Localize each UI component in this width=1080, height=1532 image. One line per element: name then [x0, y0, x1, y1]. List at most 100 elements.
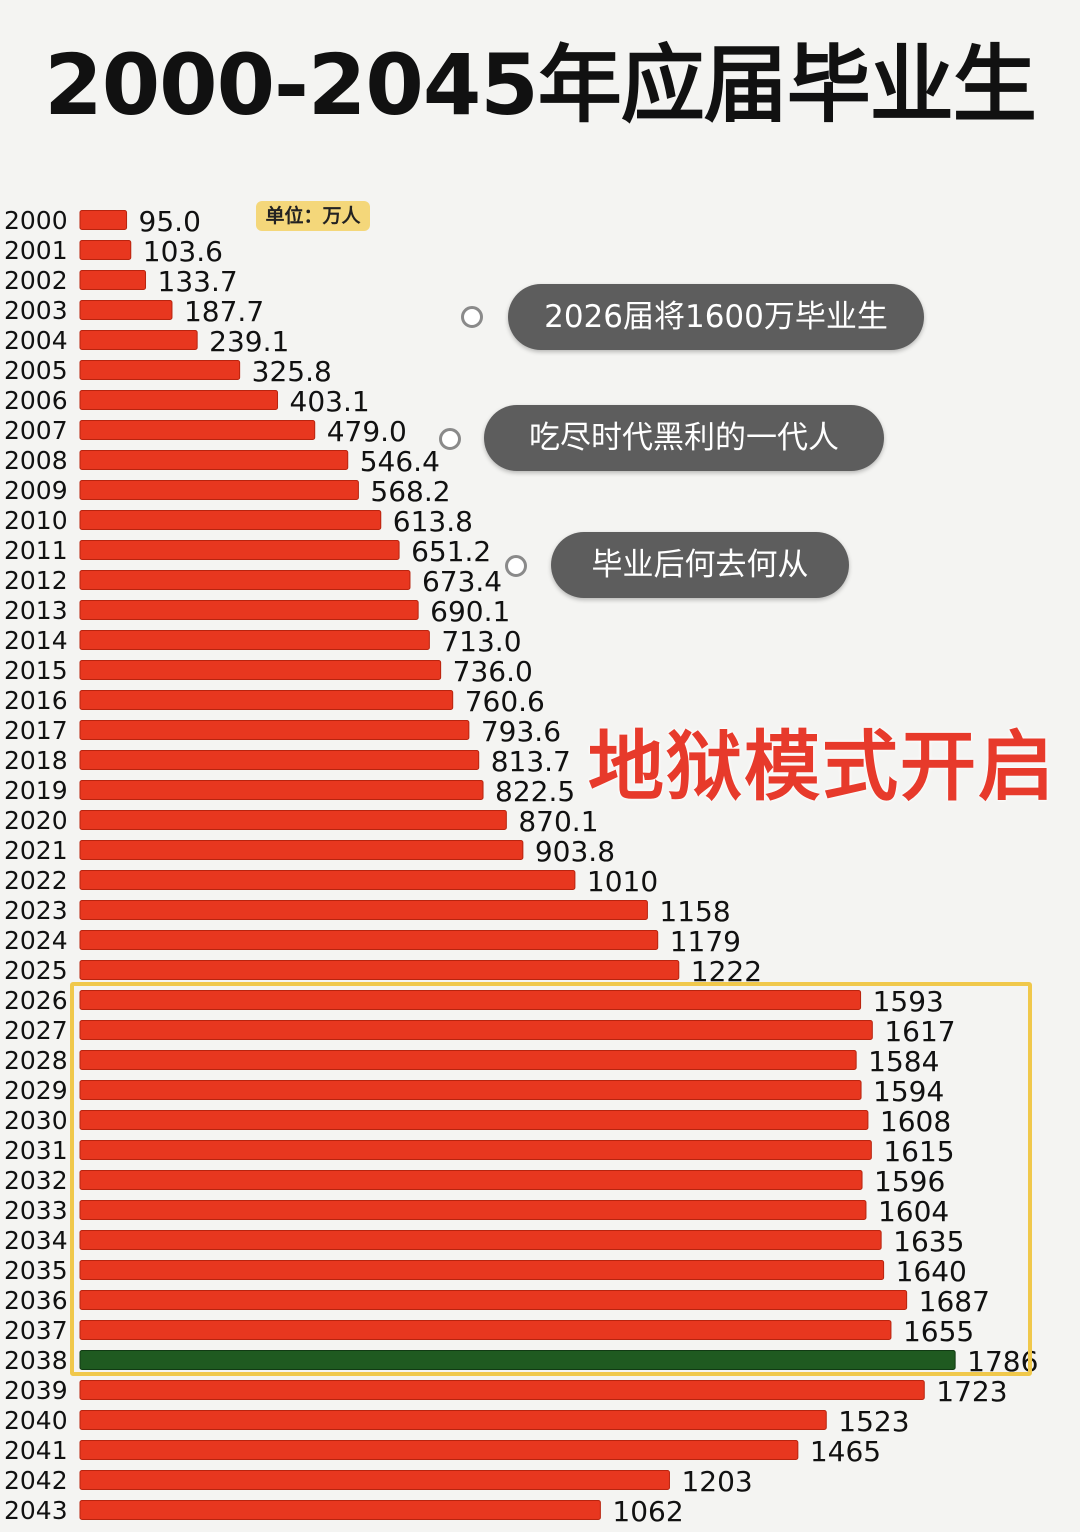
year-label: 2027 — [4, 1016, 68, 1045]
value-label: 1615 — [883, 1135, 954, 1168]
value-label: 1203 — [681, 1465, 752, 1498]
year-label: 2043 — [4, 1496, 68, 1525]
unit-badge: 单位：万人 — [256, 201, 370, 231]
bar — [79, 510, 382, 530]
value-label: 1604 — [878, 1195, 949, 1228]
year-label: 2038 — [4, 1346, 68, 1375]
bar — [79, 960, 680, 980]
bar — [79, 420, 316, 440]
bar — [79, 780, 484, 800]
value-label: 1635 — [893, 1225, 964, 1258]
value-label: 1655 — [903, 1315, 974, 1348]
bar — [79, 240, 132, 260]
value-label: 870.1 — [518, 805, 598, 838]
bar — [79, 600, 419, 620]
value-label: 903.8 — [535, 835, 615, 868]
year-label: 2016 — [4, 686, 68, 715]
year-label: 2034 — [4, 1226, 68, 1255]
value-label: 673.4 — [422, 565, 502, 598]
value-label: 1465 — [810, 1435, 881, 1468]
value-label: 1179 — [670, 925, 741, 958]
value-label: 325.8 — [252, 355, 332, 388]
year-label: 2023 — [4, 896, 68, 925]
value-label: 1617 — [884, 1015, 955, 1048]
bar — [79, 1290, 908, 1310]
value-label: 95.0 — [139, 205, 201, 238]
value-label: 1723 — [936, 1375, 1007, 1408]
value-label: 690.1 — [430, 595, 510, 628]
bar — [79, 1260, 885, 1280]
year-label: 2028 — [4, 1046, 68, 1075]
year-label: 2011 — [4, 536, 68, 565]
year-label: 2024 — [4, 926, 68, 955]
bar — [79, 1380, 925, 1400]
bar — [79, 1440, 799, 1460]
bar — [79, 390, 279, 410]
bar — [79, 810, 507, 830]
year-label: 2018 — [4, 746, 68, 775]
value-label: 568.2 — [370, 475, 450, 508]
bar — [79, 720, 470, 740]
bar — [79, 1470, 670, 1490]
bar — [79, 210, 128, 230]
bar — [79, 1080, 862, 1100]
callout-dot-3 — [505, 555, 527, 577]
bar — [79, 540, 400, 560]
year-label: 2003 — [4, 296, 68, 325]
year-label: 2025 — [4, 956, 68, 985]
value-label: 822.5 — [495, 775, 575, 808]
headline-text: 地狱模式开启 — [588, 722, 1056, 811]
value-label: 133.7 — [158, 265, 238, 298]
bar — [79, 900, 648, 920]
value-label: 760.6 — [465, 685, 545, 718]
value-label: 1062 — [612, 1495, 683, 1528]
callout-bubble-3: 毕业后何去何从 — [551, 532, 849, 598]
value-label: 736.0 — [453, 655, 533, 688]
year-label: 2013 — [4, 596, 68, 625]
value-label: 187.7 — [184, 295, 264, 328]
value-label: 103.6 — [143, 235, 223, 268]
year-label: 2012 — [4, 566, 68, 595]
year-label: 2009 — [4, 476, 68, 505]
chart-title: 2000-2045年应届毕业生 — [44, 36, 1036, 134]
value-label: 1010 — [587, 865, 658, 898]
value-label: 1596 — [874, 1165, 945, 1198]
year-label: 2000 — [4, 206, 68, 235]
bar — [79, 1110, 869, 1130]
year-label: 2030 — [4, 1106, 68, 1135]
value-label: 1640 — [896, 1255, 967, 1288]
callout-bubble-2: 吃尽时代黑利的一代人 — [484, 405, 884, 471]
year-label: 2014 — [4, 626, 68, 655]
bar — [79, 1350, 956, 1370]
year-label: 2005 — [4, 356, 68, 385]
bar — [79, 1140, 872, 1160]
value-label: 813.7 — [491, 745, 571, 778]
value-label: 1523 — [838, 1405, 909, 1438]
year-label: 2001 — [4, 236, 68, 265]
bar — [79, 480, 359, 500]
bar — [79, 840, 524, 860]
year-label: 2022 — [4, 866, 68, 895]
year-label: 2007 — [4, 416, 68, 445]
year-label: 2017 — [4, 716, 68, 745]
bar — [79, 1170, 863, 1190]
year-label: 2002 — [4, 266, 68, 295]
year-label: 2019 — [4, 776, 68, 805]
value-label: 1594 — [873, 1075, 944, 1108]
year-label: 2004 — [4, 326, 68, 355]
year-label: 2040 — [4, 1406, 68, 1435]
bar — [79, 570, 411, 590]
year-label: 2026 — [4, 986, 68, 1015]
value-label: 713.0 — [441, 625, 521, 658]
value-label: 613.8 — [393, 505, 473, 538]
value-label: 1687 — [919, 1285, 990, 1318]
bar — [79, 1230, 882, 1250]
bar — [79, 990, 862, 1010]
year-label: 2041 — [4, 1436, 68, 1465]
bar — [79, 1020, 873, 1040]
bar — [79, 750, 480, 770]
year-label: 2033 — [4, 1196, 68, 1225]
bar — [79, 450, 349, 470]
value-label: 479.0 — [327, 415, 407, 448]
